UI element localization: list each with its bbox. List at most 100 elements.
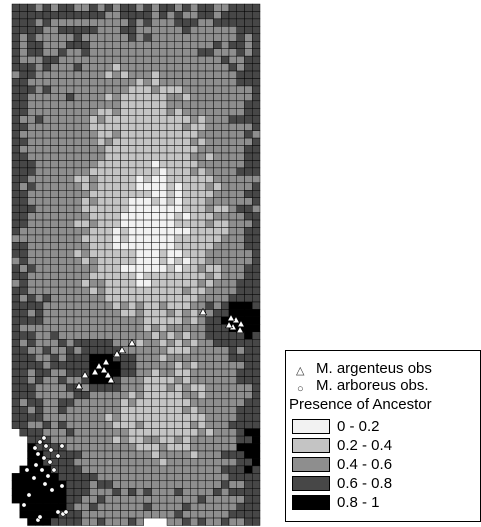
grid-cell [120,100,129,109]
grid-cell [19,11,28,20]
grid-cell [112,234,121,243]
grid-cell [128,93,137,102]
grid-cell [42,137,51,146]
grid-cell [112,11,121,20]
grid-cell [58,316,67,325]
grid-cell [228,26,237,35]
grid-cell [42,204,51,213]
grid-cell [151,219,160,228]
grid-cell [151,100,160,109]
grid-cell [89,428,98,437]
grid-cell [151,122,160,131]
grid-cell [58,70,67,79]
grid-cell [190,197,199,206]
grid-cell [228,398,237,407]
grid-cell [143,413,152,422]
grid-cell [213,368,222,377]
grid-cell [143,78,152,87]
grid-cell [221,309,230,318]
grid-cell [252,301,261,310]
grid-cell [197,353,206,362]
grid-cell [97,465,106,474]
grid-cell [182,137,191,146]
grid-cell [42,48,51,57]
grid-cell [205,458,214,467]
grid-cell [112,18,121,27]
grid-cell [205,517,214,526]
grid-cell [213,160,222,169]
grid-cell [143,279,152,288]
grid-cell [213,41,222,49]
grid-cell [159,368,168,377]
grid-cell [120,286,129,295]
grid-cell [143,26,152,35]
grid-cell [244,70,253,79]
grid-cell [213,145,222,154]
grid-cell [166,488,175,496]
grid-cell [174,339,183,347]
grid-cell [11,309,20,318]
grid-cell [205,3,214,12]
grid-cell [174,145,183,154]
grid-cell [66,197,75,206]
grid-cell [35,63,44,72]
grid-cell [42,55,51,64]
grid-cell [50,301,59,310]
grid-cell [182,420,191,429]
grid-cell [50,339,59,347]
grid-cell [252,145,261,154]
grid-cell [81,204,90,213]
grid-cell [244,361,253,370]
grid-cell [151,420,160,429]
grid-cell [104,70,113,79]
grid-cell [228,175,237,184]
grid-cell [112,130,121,139]
grid-cell [159,309,168,318]
grid-cell [236,488,245,496]
grid-cell [42,33,51,42]
grid-cell [213,122,222,131]
swatch-0.2-0.4 [292,438,330,453]
grid-cell [151,160,160,169]
grid-cell [252,286,261,295]
grid-cell [11,346,20,355]
grid-cell [81,316,90,325]
grid-cell [97,517,106,526]
grid-cell [112,219,121,228]
grid-cell [27,353,36,362]
grid-cell [174,331,183,340]
grid-cell [58,33,67,42]
grid-cell [58,197,67,206]
grid-cell [151,398,160,407]
grid-cell [112,70,121,79]
grid-cell [205,428,214,437]
grid-cell [73,458,82,467]
grid-cell [151,145,160,154]
grid-cell [81,160,90,169]
grid-cell [205,473,214,482]
grid-cell [159,435,168,444]
grid-cell [35,160,44,169]
grid-cell [197,55,206,64]
grid-cell [244,488,253,496]
grid-cell [27,324,36,333]
grid-cell [197,279,206,288]
grid-cell [135,376,144,385]
grid-cell [236,242,245,251]
grid-cell [128,502,137,511]
grid-cell [120,41,129,49]
grid-cell [81,152,90,161]
grid-cell [252,100,261,109]
grid-cell [89,264,98,273]
grid-cell [73,152,82,161]
grid-cell [213,26,222,35]
grid-cell [221,152,230,161]
grid-cell [143,406,152,414]
grid-cell [151,435,160,444]
grid-cell [252,204,261,213]
grid-cell [11,3,20,12]
grid-cell [104,398,113,407]
grid-cell [97,242,106,251]
grid-cell [244,85,253,94]
grid-cell [190,122,199,131]
